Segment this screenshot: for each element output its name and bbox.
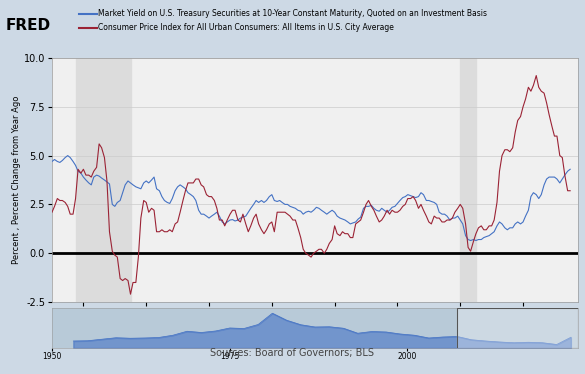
Text: Market Yield on U.S. Treasury Securities at 10-Year Constant Maturity, Quoted on: Market Yield on U.S. Treasury Securities…: [98, 9, 487, 18]
Bar: [75, 58, 130, 302]
Bar: [460, 58, 476, 302]
Text: FRED: FRED: [6, 18, 51, 33]
Bar: [457, 308, 578, 348]
Y-axis label: Percent , Percent Change from Year Ago: Percent , Percent Change from Year Ago: [12, 96, 21, 264]
Bar: [457, 308, 578, 348]
Text: Consumer Price Index for All Urban Consumers: All Items in U.S. City Average: Consumer Price Index for All Urban Consu…: [98, 24, 394, 33]
Text: Sources: Board of Governors; BLS: Sources: Board of Governors; BLS: [211, 348, 374, 358]
